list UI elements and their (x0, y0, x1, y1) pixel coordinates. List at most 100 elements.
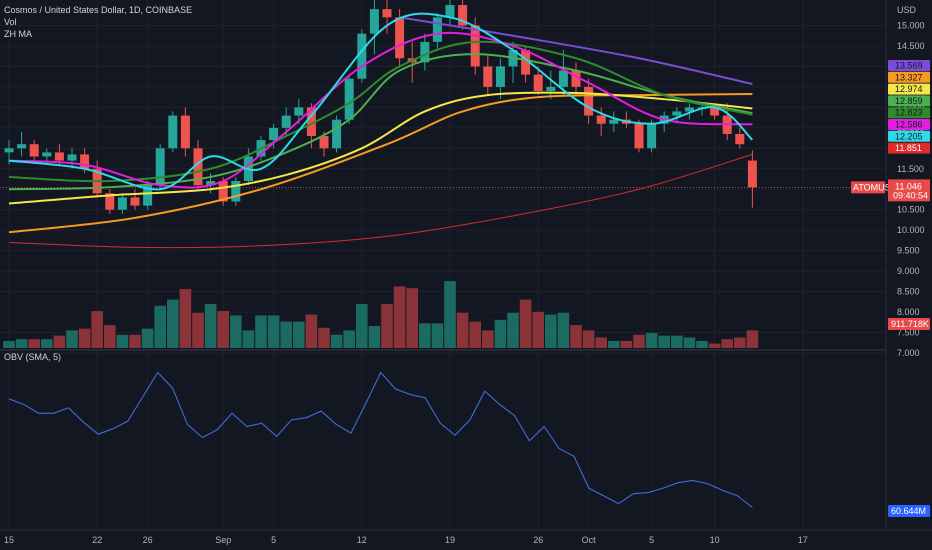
ma-value-text: 11.851 (895, 143, 922, 153)
volume-bar (482, 330, 494, 348)
ma-value-text: 13.569 (895, 61, 923, 71)
ma-value-badge (888, 107, 930, 119)
volume-bar (545, 314, 557, 348)
candle-body (155, 148, 165, 186)
candle-body (319, 136, 329, 149)
volume-bar (696, 340, 708, 348)
ma-value-text: 12.823 (895, 108, 923, 118)
ma-value-badge (888, 71, 930, 83)
ma-value-badge (888, 119, 930, 130)
candle-body (558, 70, 568, 87)
volume-bar (318, 327, 330, 348)
volume-bar (343, 330, 355, 348)
candle-body (382, 9, 392, 18)
volume-bar (645, 333, 658, 348)
volume-bar (192, 312, 204, 348)
volume-bar (406, 288, 418, 348)
ma-value-badge (888, 83, 930, 95)
price-axis-label: 9.000 (897, 266, 920, 276)
candle-body (596, 115, 606, 124)
volume-bar (204, 304, 217, 348)
volume-legend[interactable]: Vol (4, 17, 17, 27)
moving-average-line (399, 16, 753, 86)
volume-bar (620, 340, 633, 348)
time-axis-label: 19 (445, 535, 455, 545)
candle-body (231, 181, 241, 202)
volume-tag-text: 911.718K (891, 319, 929, 329)
candle-body (67, 154, 77, 161)
volume-bar (368, 326, 381, 348)
volume-bar (179, 289, 192, 348)
volume-bar (570, 325, 582, 348)
volume-bar (557, 312, 570, 348)
volume-bar (746, 330, 759, 348)
volume-bar (141, 328, 154, 348)
volume-bar (671, 335, 683, 348)
volume-bar (494, 319, 507, 348)
candle-body (483, 66, 493, 87)
obv-tag (888, 505, 930, 517)
volume-bar (734, 337, 746, 348)
volume-bar (469, 321, 481, 348)
volume-bar (608, 340, 620, 348)
volume-bar (280, 321, 292, 348)
candle-body (584, 86, 594, 116)
candle-body (395, 17, 405, 59)
volume-bar (78, 328, 91, 348)
volume-bar (683, 337, 696, 348)
volume-bar (15, 339, 28, 348)
ma-value-text: 12.974 (895, 84, 923, 94)
volume-bar (154, 305, 166, 348)
time-axis-label: 22 (92, 535, 102, 545)
candle-body (269, 127, 279, 141)
ma-value-text: 12.586 (895, 120, 923, 130)
volume-bar (721, 339, 733, 348)
candle-body (735, 133, 745, 145)
moving-average-legend[interactable]: ZH MA (4, 29, 32, 39)
volume-bar (519, 299, 532, 348)
candle-body (168, 115, 178, 149)
volume-bar (41, 339, 53, 348)
candle-body (369, 9, 379, 34)
candle-body (710, 107, 720, 116)
candle-body (521, 50, 531, 75)
candle-body (445, 5, 455, 18)
obv-legend[interactable]: OBV (SMA, 5) (4, 352, 62, 362)
volume-bar (91, 311, 103, 348)
moving-average-line (8, 92, 753, 234)
volume-bar (116, 334, 129, 348)
time-axis-label: 15 (4, 535, 14, 545)
candle-body (647, 123, 657, 149)
volume-bar (167, 299, 179, 348)
volume-bar (293, 321, 305, 348)
price-axis-label: 8.000 (897, 307, 920, 317)
volume-bar (444, 281, 456, 348)
candle-body (206, 181, 216, 186)
volume-bar (658, 335, 670, 348)
volume-bar (356, 304, 368, 348)
volume-bar (419, 323, 431, 348)
candle-body (357, 33, 367, 79)
volume-bar (431, 323, 444, 348)
volume-bar (330, 334, 343, 348)
candle-body (306, 107, 316, 137)
moving-average-line (8, 153, 753, 249)
time-axis-label: 5 (271, 535, 276, 545)
moving-average-line (8, 40, 753, 183)
candle-body (470, 25, 480, 67)
candle-body (747, 160, 757, 188)
obv-line (8, 371, 753, 508)
candle-body (281, 115, 291, 128)
candle-body (117, 197, 127, 210)
candle-body (432, 17, 442, 42)
volume-bar (104, 325, 116, 348)
candle-body (218, 181, 228, 202)
price-axis-label: 10.000 (897, 225, 925, 235)
candle-body (684, 107, 694, 112)
candle-body (294, 107, 304, 116)
candle-body (193, 148, 203, 186)
candle-body (533, 74, 543, 91)
price-axis-label: 9.500 (897, 246, 920, 256)
candle-body (672, 111, 682, 116)
